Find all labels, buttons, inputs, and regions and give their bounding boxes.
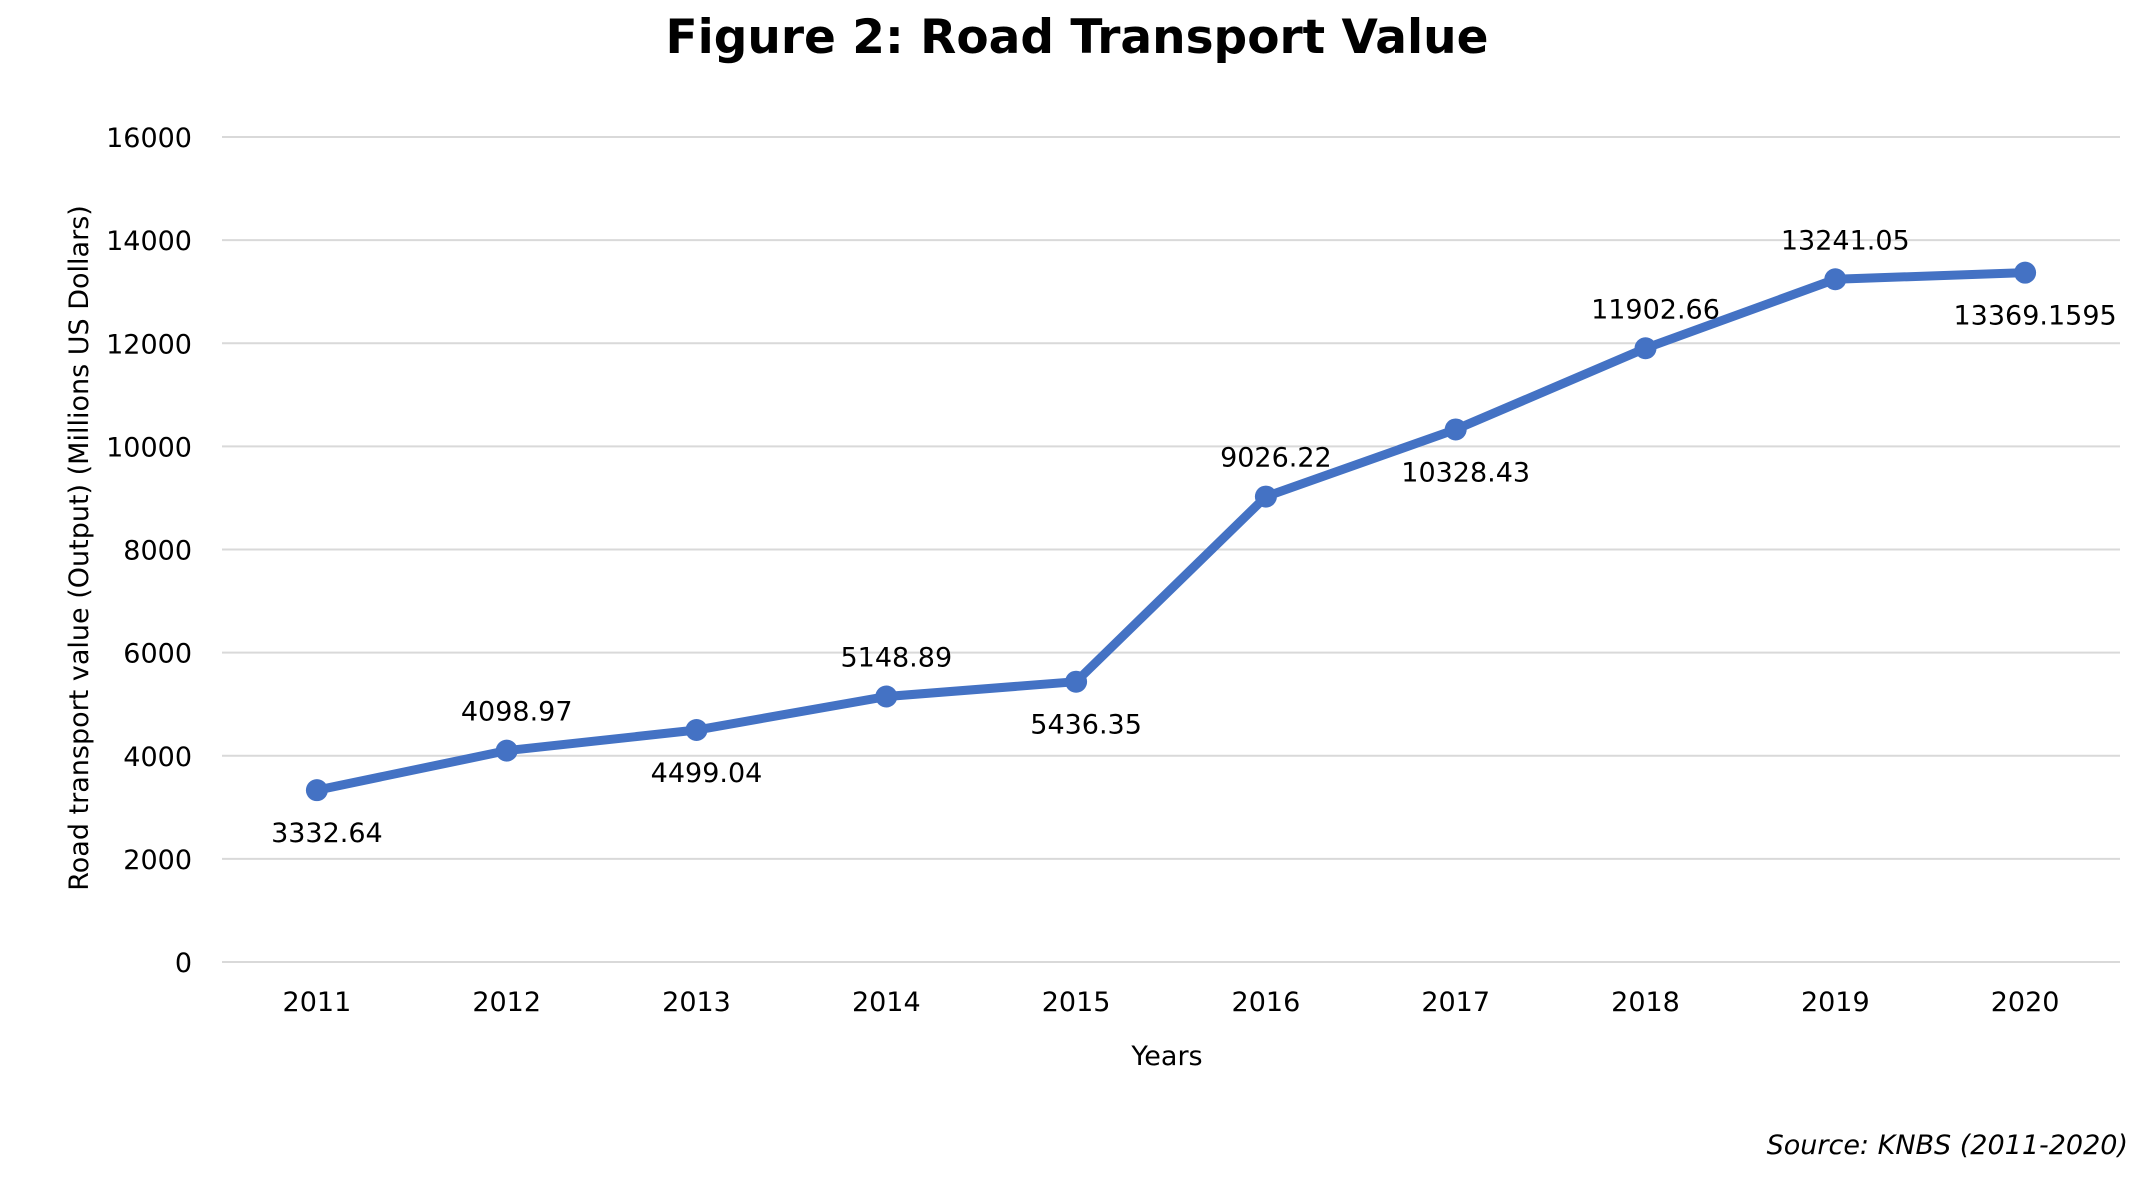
- data-point: [1065, 670, 1088, 693]
- x-tick-label: 2019: [1801, 987, 1870, 1018]
- y-tick-label: 6000: [123, 639, 192, 670]
- y-tick-label: 10000: [106, 432, 192, 463]
- data-point: [1254, 485, 1277, 508]
- x-tick-label: 2018: [1611, 987, 1680, 1018]
- data-point: [305, 779, 328, 802]
- data-point: [1444, 418, 1467, 441]
- data-point: [875, 685, 898, 708]
- data-label: 5436.35: [1030, 710, 1142, 741]
- x-tick-label: 2013: [662, 987, 731, 1018]
- data-label: 11902.66: [1591, 294, 1720, 325]
- data-label: 4499.04: [651, 758, 763, 789]
- x-tick-label: 2020: [1991, 987, 2060, 1018]
- data-point: [685, 719, 708, 742]
- data-point: [1824, 268, 1847, 291]
- data-labels: 3332.64 4098.97 4499.04 5148.89 5436.35 9026.…: [271, 225, 2117, 849]
- data-point: [495, 739, 518, 762]
- x-tick-label: 2017: [1421, 987, 1490, 1018]
- data-label: 13241.05: [1781, 225, 1910, 256]
- chart-title: Figure 2: Road Transport Value: [665, 10, 1489, 65]
- series-line: [312, 268, 2030, 795]
- gridlines: [222, 136, 2120, 963]
- x-axis-title: Years: [1130, 1041, 1202, 1072]
- series-layer: [305, 261, 2037, 802]
- data-point: [2014, 261, 2037, 284]
- data-label: 9026.22: [1220, 443, 1332, 474]
- y-tick-label: 2000: [123, 845, 192, 876]
- y-axis-title: Road transport value (Output) (Millions …: [64, 205, 95, 891]
- x-tick-label: 2015: [1042, 987, 1111, 1018]
- y-tick-label: 0: [175, 948, 192, 979]
- y-tick-label: 14000: [106, 226, 192, 257]
- y-tick-label: 8000: [123, 536, 192, 567]
- source-note: Source: KNBS (2011-2020): [1766, 1130, 2128, 1161]
- data-label: 5148.89: [840, 643, 952, 674]
- data-label: 13369.1595: [1954, 301, 2117, 332]
- x-tick-label: 2016: [1232, 987, 1301, 1018]
- axes: 0 2000 4000 6000 8000 10000 12000 14000 16000 201…: [106, 123, 2059, 1018]
- y-tick-label: 12000: [106, 329, 192, 360]
- y-tick-label: 16000: [106, 123, 192, 154]
- data-point: [1634, 337, 1657, 360]
- data-label: 4098.97: [461, 697, 573, 728]
- y-tick-label: 4000: [123, 742, 192, 773]
- data-label: 3332.64: [271, 818, 383, 849]
- data-label: 10328.43: [1401, 457, 1530, 488]
- x-tick-label: 2012: [472, 987, 541, 1018]
- x-tick-label: 2014: [852, 987, 921, 1018]
- x-tick-label: 2011: [283, 987, 352, 1018]
